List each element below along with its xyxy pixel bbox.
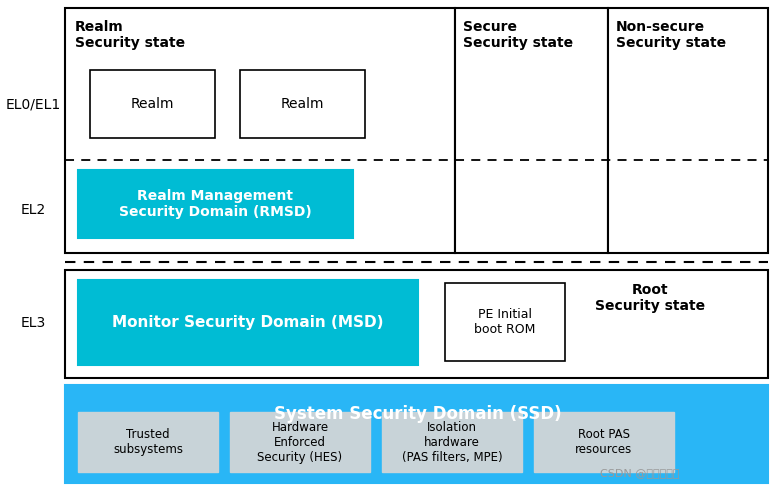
Text: Realm: Realm bbox=[130, 97, 173, 111]
Text: System Security Domain (SSD): System Security Domain (SSD) bbox=[274, 405, 562, 423]
Text: CSDN @安全二次方: CSDN @安全二次方 bbox=[601, 468, 680, 478]
Bar bbox=[534, 412, 674, 472]
Text: EL2: EL2 bbox=[20, 203, 46, 217]
Text: Trusted
subsystems: Trusted subsystems bbox=[113, 428, 183, 456]
Text: Realm
Security state: Realm Security state bbox=[75, 20, 185, 50]
Text: Secure
Security state: Secure Security state bbox=[463, 20, 573, 50]
Text: PE Initial
boot ROM: PE Initial boot ROM bbox=[475, 308, 536, 336]
Bar bbox=[445, 283, 565, 361]
Text: EL3: EL3 bbox=[20, 316, 46, 330]
Text: EL0/EL1: EL0/EL1 bbox=[5, 98, 61, 112]
Text: Non-secure
Security state: Non-secure Security state bbox=[616, 20, 726, 50]
Bar bbox=[382, 412, 522, 472]
Bar bbox=[78, 170, 353, 238]
Bar bbox=[78, 412, 218, 472]
Text: Hardware
Enforced
Security (HES): Hardware Enforced Security (HES) bbox=[258, 420, 342, 464]
Text: Monitor Security Domain (MSD): Monitor Security Domain (MSD) bbox=[112, 315, 384, 329]
Bar bbox=[90, 70, 215, 138]
Bar bbox=[65, 270, 768, 378]
Text: Root
Security state: Root Security state bbox=[595, 283, 705, 313]
Text: Root PAS
resources: Root PAS resources bbox=[576, 428, 633, 456]
Bar bbox=[78, 280, 418, 365]
Bar bbox=[240, 70, 365, 138]
Bar bbox=[65, 8, 455, 253]
Text: Realm Management
Security Domain (RMSD): Realm Management Security Domain (RMSD) bbox=[118, 189, 311, 219]
Bar bbox=[455, 8, 608, 253]
Bar bbox=[608, 8, 768, 253]
Text: Realm: Realm bbox=[280, 97, 324, 111]
Bar bbox=[65, 385, 768, 483]
Text: Isolation
hardware
(PAS filters, MPE): Isolation hardware (PAS filters, MPE) bbox=[401, 420, 503, 464]
Bar bbox=[230, 412, 370, 472]
